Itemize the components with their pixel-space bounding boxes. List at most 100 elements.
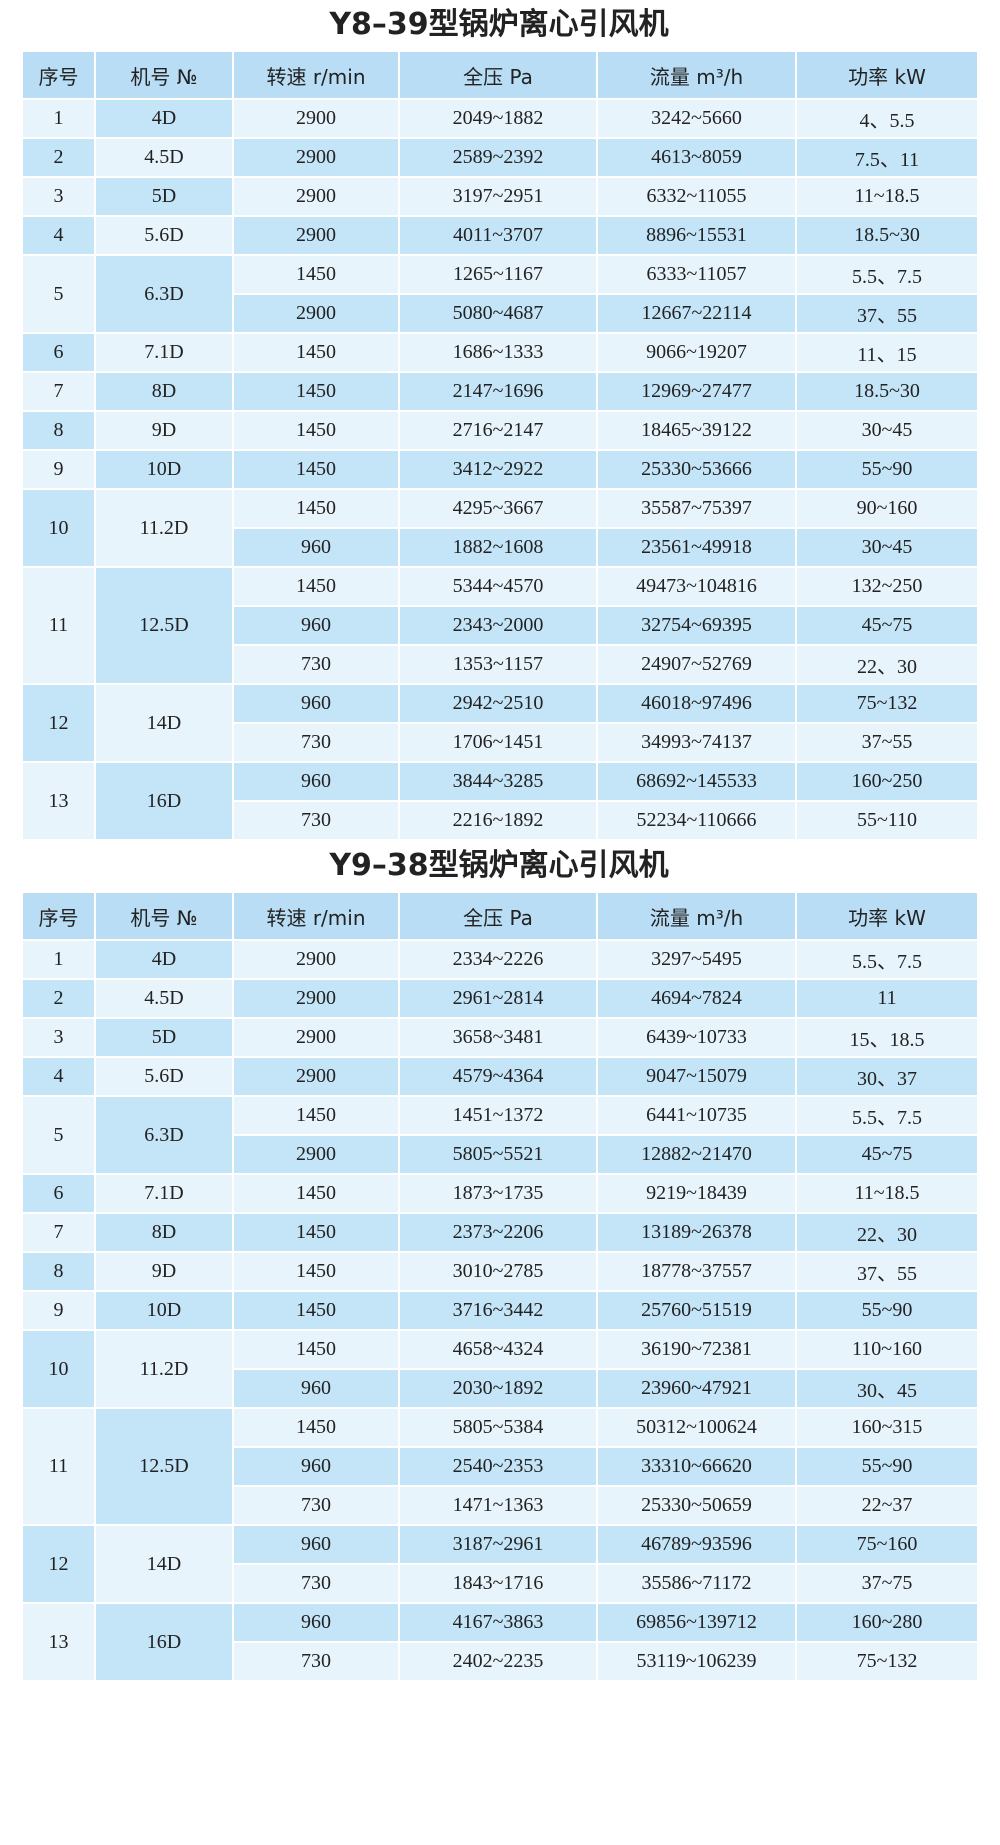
value-cell: 1450: [232, 566, 400, 607]
value-cell: 5080~4687: [398, 293, 598, 334]
value-cell: 960: [232, 1368, 400, 1409]
value-cell: 5805~5384: [398, 1407, 598, 1448]
data-row: 2900 5805~5521 12882~21470 45~75: [22, 1134, 979, 1175]
value-cell: 75~160: [795, 1524, 979, 1565]
value-cell: 1706~1451: [398, 722, 598, 763]
no-cell: 6: [21, 1173, 96, 1214]
model-cell: 5D: [94, 1017, 234, 1058]
value-cell: 45~75: [795, 1134, 979, 1175]
model-cell: 4D: [94, 939, 234, 980]
header-cell: 流量 m³/h: [596, 50, 797, 100]
value-cell: 8896~15531: [596, 215, 797, 256]
value-cell: 5805~5521: [398, 1134, 598, 1175]
value-cell: 1450: [232, 1212, 400, 1253]
value-cell: 110~160: [795, 1329, 979, 1370]
data-row: 960 1882~1608 23561~49918 30~45: [22, 527, 979, 568]
value-cell: 1450: [232, 332, 400, 373]
no-cell: 12: [21, 683, 96, 763]
data-row: 2900 5080~4687 12667~22114 37、55: [22, 293, 979, 334]
value-cell: 960: [232, 683, 400, 724]
value-cell: 960: [232, 1602, 400, 1643]
value-cell: 1450: [232, 371, 400, 412]
no-cell: 2: [21, 137, 96, 178]
value-cell: 55~90: [795, 1290, 979, 1331]
value-cell: 1450: [232, 1407, 400, 1448]
value-cell: 2900: [232, 176, 400, 217]
value-cell: 3716~3442: [398, 1290, 598, 1331]
header-cell: 序号: [21, 891, 96, 941]
value-cell: 2942~2510: [398, 683, 598, 724]
value-cell: 6333~11057: [596, 254, 797, 295]
value-cell: 2373~2206: [398, 1212, 598, 1253]
value-cell: 37~75: [795, 1563, 979, 1604]
value-cell: 18778~37557: [596, 1251, 797, 1292]
data-row: 12 14D 960 3187~2961 46789~93596 75~160: [21, 1524, 979, 1604]
value-cell: 4295~3667: [398, 488, 598, 529]
value-cell: 2343~2000: [398, 605, 598, 646]
model-cell: 14D: [94, 1524, 234, 1604]
value-cell: 730: [232, 644, 400, 685]
data-row: 730 1471~1363 25330~50659 22~37: [22, 1485, 979, 1526]
data-row: 960 2030~1892 23960~47921 30、45: [22, 1368, 979, 1409]
value-cell: 2900: [232, 939, 400, 980]
value-cell: 1450: [232, 1251, 400, 1292]
value-cell: 2900: [232, 1017, 400, 1058]
value-cell: 7.5、11: [795, 137, 979, 178]
value-cell: 6332~11055: [596, 176, 797, 217]
header-cell: 功率 kW: [795, 891, 979, 941]
model-cell: 16D: [94, 1602, 234, 1682]
header-cell: 机号 №: [94, 891, 234, 941]
value-cell: 2147~1696: [398, 371, 598, 412]
model-cell: 6.3D: [94, 1095, 234, 1175]
model-cell: 11.2D: [94, 1329, 234, 1409]
value-cell: 11、15: [795, 332, 979, 373]
value-cell: 1451~1372: [398, 1095, 598, 1136]
table-block: Y8–39型锅炉离心引风机 序号 机号 № 转速 r/min 全压 Pa 流量 m³/h 功…: [21, 0, 979, 841]
value-cell: 730: [232, 1485, 400, 1526]
value-cell: 22~37: [795, 1485, 979, 1526]
value-cell: 3010~2785: [398, 1251, 598, 1292]
value-cell: 5.5、7.5: [795, 1095, 979, 1136]
value-cell: 50312~100624: [596, 1407, 797, 1448]
data-row: 4 5.6D 2900 4011~3707 8896~15531 18.5~30: [21, 215, 979, 256]
value-cell: 2589~2392: [398, 137, 598, 178]
data-row: 7 8D 1450 2147~1696 12969~27477 18.5~30: [21, 371, 979, 412]
value-cell: 25330~50659: [596, 1485, 797, 1526]
value-cell: 1873~1735: [398, 1173, 598, 1214]
value-cell: 2900: [232, 215, 400, 256]
value-cell: 30~45: [795, 410, 979, 451]
value-cell: 730: [232, 1641, 400, 1682]
value-cell: 25760~51519: [596, 1290, 797, 1331]
value-cell: 960: [232, 605, 400, 646]
value-cell: 32754~69395: [596, 605, 797, 646]
header-cell: 流量 m³/h: [596, 891, 797, 941]
model-cell: 9D: [94, 1251, 234, 1292]
value-cell: 3844~3285: [398, 761, 598, 802]
value-cell: 22、30: [795, 644, 979, 685]
value-cell: 34993~74137: [596, 722, 797, 763]
no-cell: 7: [21, 371, 96, 412]
value-cell: 3297~5495: [596, 939, 797, 980]
data-row: 6 7.1D 1450 1873~1735 9219~18439 11~18.5: [21, 1173, 979, 1214]
value-cell: 1450: [232, 488, 400, 529]
value-cell: 1265~1167: [398, 254, 598, 295]
model-cell: 10D: [94, 449, 234, 490]
data-row: 2 4.5D 2900 2589~2392 4613~8059 7.5、11: [21, 137, 979, 178]
model-cell: 5.6D: [94, 215, 234, 256]
data-row: 12 14D 960 2942~2510 46018~97496 75~132: [21, 683, 979, 763]
no-cell: 13: [21, 761, 96, 841]
data-row: 6 7.1D 1450 1686~1333 9066~19207 11、15: [21, 332, 979, 373]
header-cell: 转速 r/min: [232, 50, 400, 100]
model-cell: 5D: [94, 176, 234, 217]
value-cell: 49473~104816: [596, 566, 797, 607]
header-cell: 序号: [21, 50, 96, 100]
value-cell: 1843~1716: [398, 1563, 598, 1604]
no-cell: 2: [21, 978, 96, 1019]
value-cell: 132~250: [795, 566, 979, 607]
data-row: 730 1843~1716 35586~71172 37~75: [22, 1563, 979, 1604]
value-cell: 52234~110666: [596, 800, 797, 841]
value-cell: 2716~2147: [398, 410, 598, 451]
value-cell: 1450: [232, 1173, 400, 1214]
model-cell: 8D: [94, 371, 234, 412]
data-row: 9 10D 1450 3412~2922 25330~53666 55~90: [21, 449, 979, 490]
